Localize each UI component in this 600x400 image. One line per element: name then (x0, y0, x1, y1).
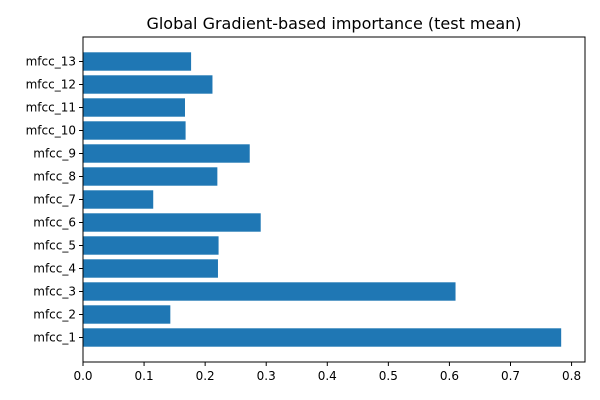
x-tick-label: 0.2 (196, 369, 215, 383)
bar-mfcc_13 (83, 52, 192, 71)
plot-frame (82, 36, 586, 363)
y-tick-label: mfcc_13 (26, 55, 76, 69)
bar-mfcc_3 (83, 282, 456, 301)
bar-mfcc_7 (83, 190, 154, 209)
x-tick-label: 0.7 (501, 369, 520, 383)
bar-mfcc_6 (83, 213, 261, 232)
y-tick-label: mfcc_6 (33, 216, 76, 230)
bar-mfcc_9 (83, 144, 250, 163)
y-tick-label: mfcc_11 (26, 101, 76, 115)
y-tick-label: mfcc_12 (26, 78, 76, 92)
y-tick-label: mfcc_4 (33, 262, 76, 276)
y-tick-label: mfcc_2 (33, 308, 76, 322)
y-tick-label: mfcc_1 (33, 331, 76, 345)
bar-mfcc_12 (83, 75, 213, 94)
x-tick-label: 0.1 (135, 369, 154, 383)
bar-mfcc_10 (83, 121, 186, 140)
y-tick-label: mfcc_5 (33, 239, 76, 253)
x-tick-label: 0.6 (440, 369, 459, 383)
bar-mfcc_11 (83, 98, 185, 117)
x-tick-label: 0.4 (318, 369, 337, 383)
x-axis-ticks: 0.0 0.1 0.2 0.3 0.4 0.5 0.6 0.7 0.8 (73, 362, 581, 383)
bar-mfcc_4 (83, 259, 218, 278)
y-tick-label: mfcc_7 (33, 193, 76, 207)
y-tick-label: mfcc_9 (33, 147, 76, 161)
y-tick-label: mfcc_8 (33, 170, 76, 184)
x-tick-label: 0.3 (257, 369, 276, 383)
bar-mfcc_5 (83, 236, 219, 255)
chart-title: Global Gradient-based importance (test m… (146, 14, 521, 33)
bar-mfcc_1 (83, 328, 562, 347)
y-tick-label: mfcc_10 (26, 124, 76, 138)
x-tick-label: 0.5 (379, 369, 398, 383)
bar-mfcc_2 (83, 305, 171, 324)
x-tick-label: 0.0 (73, 369, 92, 383)
y-tick-label: mfcc_3 (33, 285, 76, 299)
y-axis-ticks: mfcc_1 mfcc_2 mfcc_3 mfcc_4 mfcc_5 mfcc_6 mfcc… (26, 55, 83, 345)
bar-mfcc_8 (83, 167, 218, 186)
x-tick-label: 0.8 (562, 369, 581, 383)
bars-group (83, 52, 562, 347)
